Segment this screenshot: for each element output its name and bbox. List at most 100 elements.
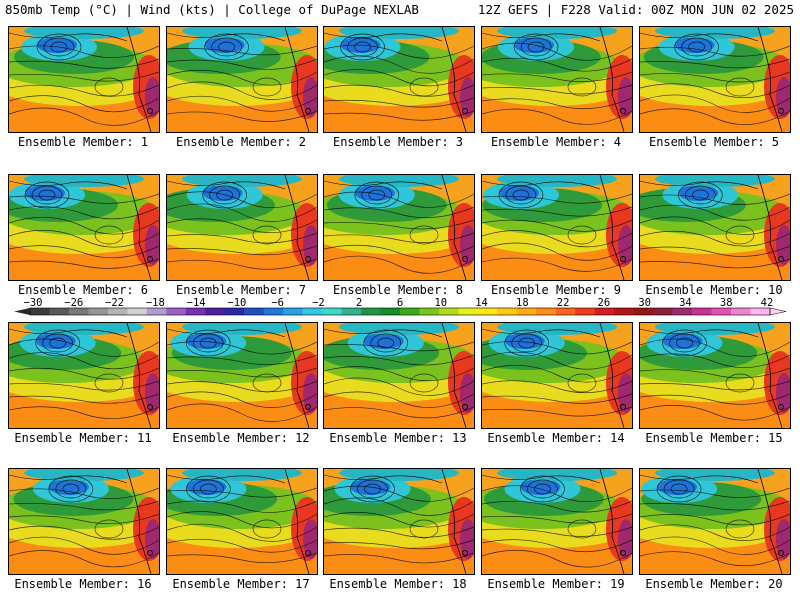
colorbar-swatch [477,308,498,315]
colorbar-swatch [380,308,401,315]
colorbar-tick-label: −14 [187,298,206,309]
temperature-field [9,175,159,280]
colorbar-swatch [458,308,479,315]
temperature-field [324,323,474,428]
colorbar-swatch [49,308,70,315]
colorbar-swatch [224,308,245,315]
colorbar-tick-label: 34 [679,298,692,309]
ensemble-member-map [166,322,318,429]
ensemble-member-map [166,26,318,133]
colorbar-swatch [614,308,634,315]
ensemble-member-map [8,26,160,133]
ensemble-member-map [481,174,633,281]
colorbar-swatch [497,308,518,315]
ensemble-member-label: Ensemble Member: 14 [487,431,625,445]
colorbar-swatch [653,308,673,315]
colorbar-swatch [419,308,440,315]
colorbar-swatch [127,308,148,315]
colorbar-swatch [516,308,537,315]
colorbar-max-arrow [769,307,787,316]
ensemble-member-label: Ensemble Member: 2 [175,135,307,149]
temperature-field [640,27,790,132]
ensemble-member-label: Ensemble Member: 19 [487,577,625,591]
colorbar-swatch [341,308,362,315]
colorbar-tick-label: 10 [434,298,447,309]
ensemble-member-map [323,468,475,575]
temperature-field [640,175,790,280]
colorbar-tick-label: 42 [761,298,774,309]
ensemble-member-label: Ensemble Member: 3 [332,135,464,149]
ensemble-member-label: Ensemble Member: 18 [329,577,467,591]
ensemble-member-label: Ensemble Member: 13 [329,431,467,445]
colorbar-swatch [692,308,712,315]
colorbar-swatch [107,308,128,315]
colorbar-swatch [205,308,226,315]
ensemble-member-map [481,322,633,429]
ensemble-member-map [323,322,475,429]
colorbar-swatch [185,308,206,315]
ensemble-member-label: Ensemble Member: 16 [14,577,152,591]
temperature-field [167,469,317,574]
colorbar-swatch [88,308,109,315]
temperature-field [9,27,159,132]
temperature-field [324,469,474,574]
temperature-colorbar: −30 −26 −22 −18 −14 −10 −6 −2 2 6 10 14 18 22 26 30 34 38… [14,298,787,316]
temperature-field [167,175,317,280]
colorbar-swatch [322,308,342,315]
temperature-field [9,469,159,574]
ensemble-member-label: Ensemble Member: 6 [17,283,149,297]
ensemble-member-label: Ensemble Member: 4 [490,135,622,149]
temperature-field [640,469,790,574]
colorbar-swatch [731,308,751,315]
colorbar-swatch [594,308,615,315]
map-title: 850mb Temp (°C) | Wind (kts) | College o… [5,2,419,17]
temperature-field [482,175,632,280]
colorbar-tick-label: 6 [397,298,403,309]
colorbar-swatch [438,308,459,315]
ensemble-member-map [166,174,318,281]
colorbar-swatch [633,308,654,315]
colorbar-swatch [536,308,557,315]
ensemble-member-map [166,468,318,575]
ensemble-member-label: Ensemble Member: 8 [332,283,464,297]
colorbar-swatch [244,308,264,315]
colorbar-swatch [400,308,420,315]
colorbar-tick-label: 22 [557,298,570,309]
temperature-field [482,469,632,574]
ensemble-member-label: Ensemble Member: 12 [172,431,310,445]
colorbar-swatch [146,308,167,315]
colorbar-swatch [166,308,187,315]
colorbar-tick-label: 18 [516,298,529,309]
colorbar-tick-label: 2 [356,298,362,309]
colorbar-tick-label: −22 [105,298,124,309]
ensemble-member-map [323,174,475,281]
colorbar-swatch [263,308,284,315]
ensemble-member-label: Ensemble Member: 15 [645,431,783,445]
ensemble-member-map [481,468,633,575]
colorbar-tick-label: −18 [146,298,165,309]
colorbar-tick-label: −6 [271,298,284,309]
ensemble-member-label: Ensemble Member: 11 [14,431,152,445]
temperature-field [167,27,317,132]
ensemble-member-map [639,322,791,429]
colorbar-tick-label: 14 [475,298,488,309]
ensemble-member-label: Ensemble Member: 7 [175,283,307,297]
ensemble-member-label: Ensemble Member: 1 [17,135,149,149]
temperature-field [324,27,474,132]
colorbar-tick-label: 26 [598,298,611,309]
ensemble-member-map [8,174,160,281]
temperature-field [9,323,159,428]
temperature-field [482,323,632,428]
ensemble-member-map [639,26,791,133]
colorbar-swatch [575,308,596,315]
ensemble-member-map [639,468,791,575]
temperature-field [324,175,474,280]
ensemble-member-label: Ensemble Member: 5 [648,135,780,149]
colorbar-swatch [750,308,771,315]
temperature-field [482,27,632,132]
temperature-field [640,323,790,428]
colorbar-swatch [302,308,323,315]
ensemble-member-map [8,322,160,429]
temperature-field [167,323,317,428]
colorbar-swatch [68,308,89,315]
